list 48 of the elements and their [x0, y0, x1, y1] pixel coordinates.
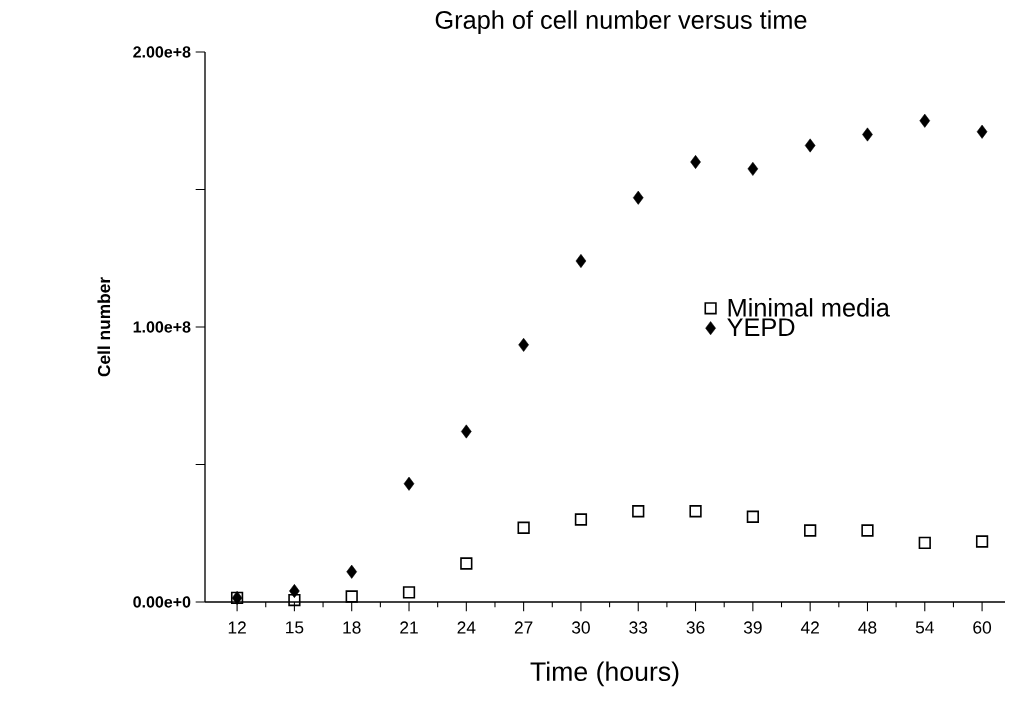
point: [288, 593, 301, 607]
point: [517, 521, 530, 534]
point: [632, 505, 645, 518]
x-tick-label: 33: [629, 621, 648, 634]
x-tick-label: 27: [514, 621, 533, 634]
x-tick-label: 24: [457, 621, 476, 634]
legend-label: YEPD: [727, 318, 795, 336]
point: [861, 524, 874, 537]
point: [689, 505, 702, 518]
point: [345, 590, 358, 603]
y-tick-label: 1.00e+8: [133, 321, 191, 333]
point: [919, 113, 931, 128]
point: [574, 513, 588, 526]
x-tick-label: 39: [743, 621, 762, 634]
x-tick-label: 36: [686, 621, 705, 634]
x-tick-label: 30: [571, 621, 590, 634]
point: [690, 155, 701, 169]
point: [518, 337, 529, 352]
y-tick-label: 0.00e+0: [133, 596, 191, 608]
point: [746, 510, 759, 523]
point: [976, 124, 988, 139]
x-tick-label: 54: [915, 621, 934, 634]
x-tick-label: 12: [228, 621, 246, 634]
x-tick-label: 18: [343, 621, 361, 634]
x-tick-label: 21: [400, 621, 418, 634]
point: [402, 586, 416, 599]
point: [804, 524, 817, 537]
point: [460, 557, 473, 570]
point: [862, 127, 873, 142]
chart-title: Graph of cell number versus time: [435, 10, 807, 34]
y-tick-label: 2.00e+8: [133, 46, 191, 58]
point: [975, 535, 989, 548]
point: [918, 536, 931, 550]
x-tick-label: 60: [973, 621, 992, 634]
point: [346, 564, 357, 579]
x-tick-label: 15: [286, 621, 304, 634]
y-axis-title: Cell number: [97, 277, 111, 377]
point: [575, 254, 587, 268]
point: [289, 584, 300, 598]
x-axis-title: Time (hours): [530, 661, 679, 687]
point: [461, 424, 472, 439]
point: [403, 476, 415, 491]
x-tick-label: 42: [800, 621, 819, 634]
point: [804, 138, 816, 153]
x-tick-label: 48: [858, 621, 877, 634]
legend-label: Minimal media: [728, 298, 890, 317]
point: [632, 190, 644, 205]
point: [747, 161, 759, 176]
